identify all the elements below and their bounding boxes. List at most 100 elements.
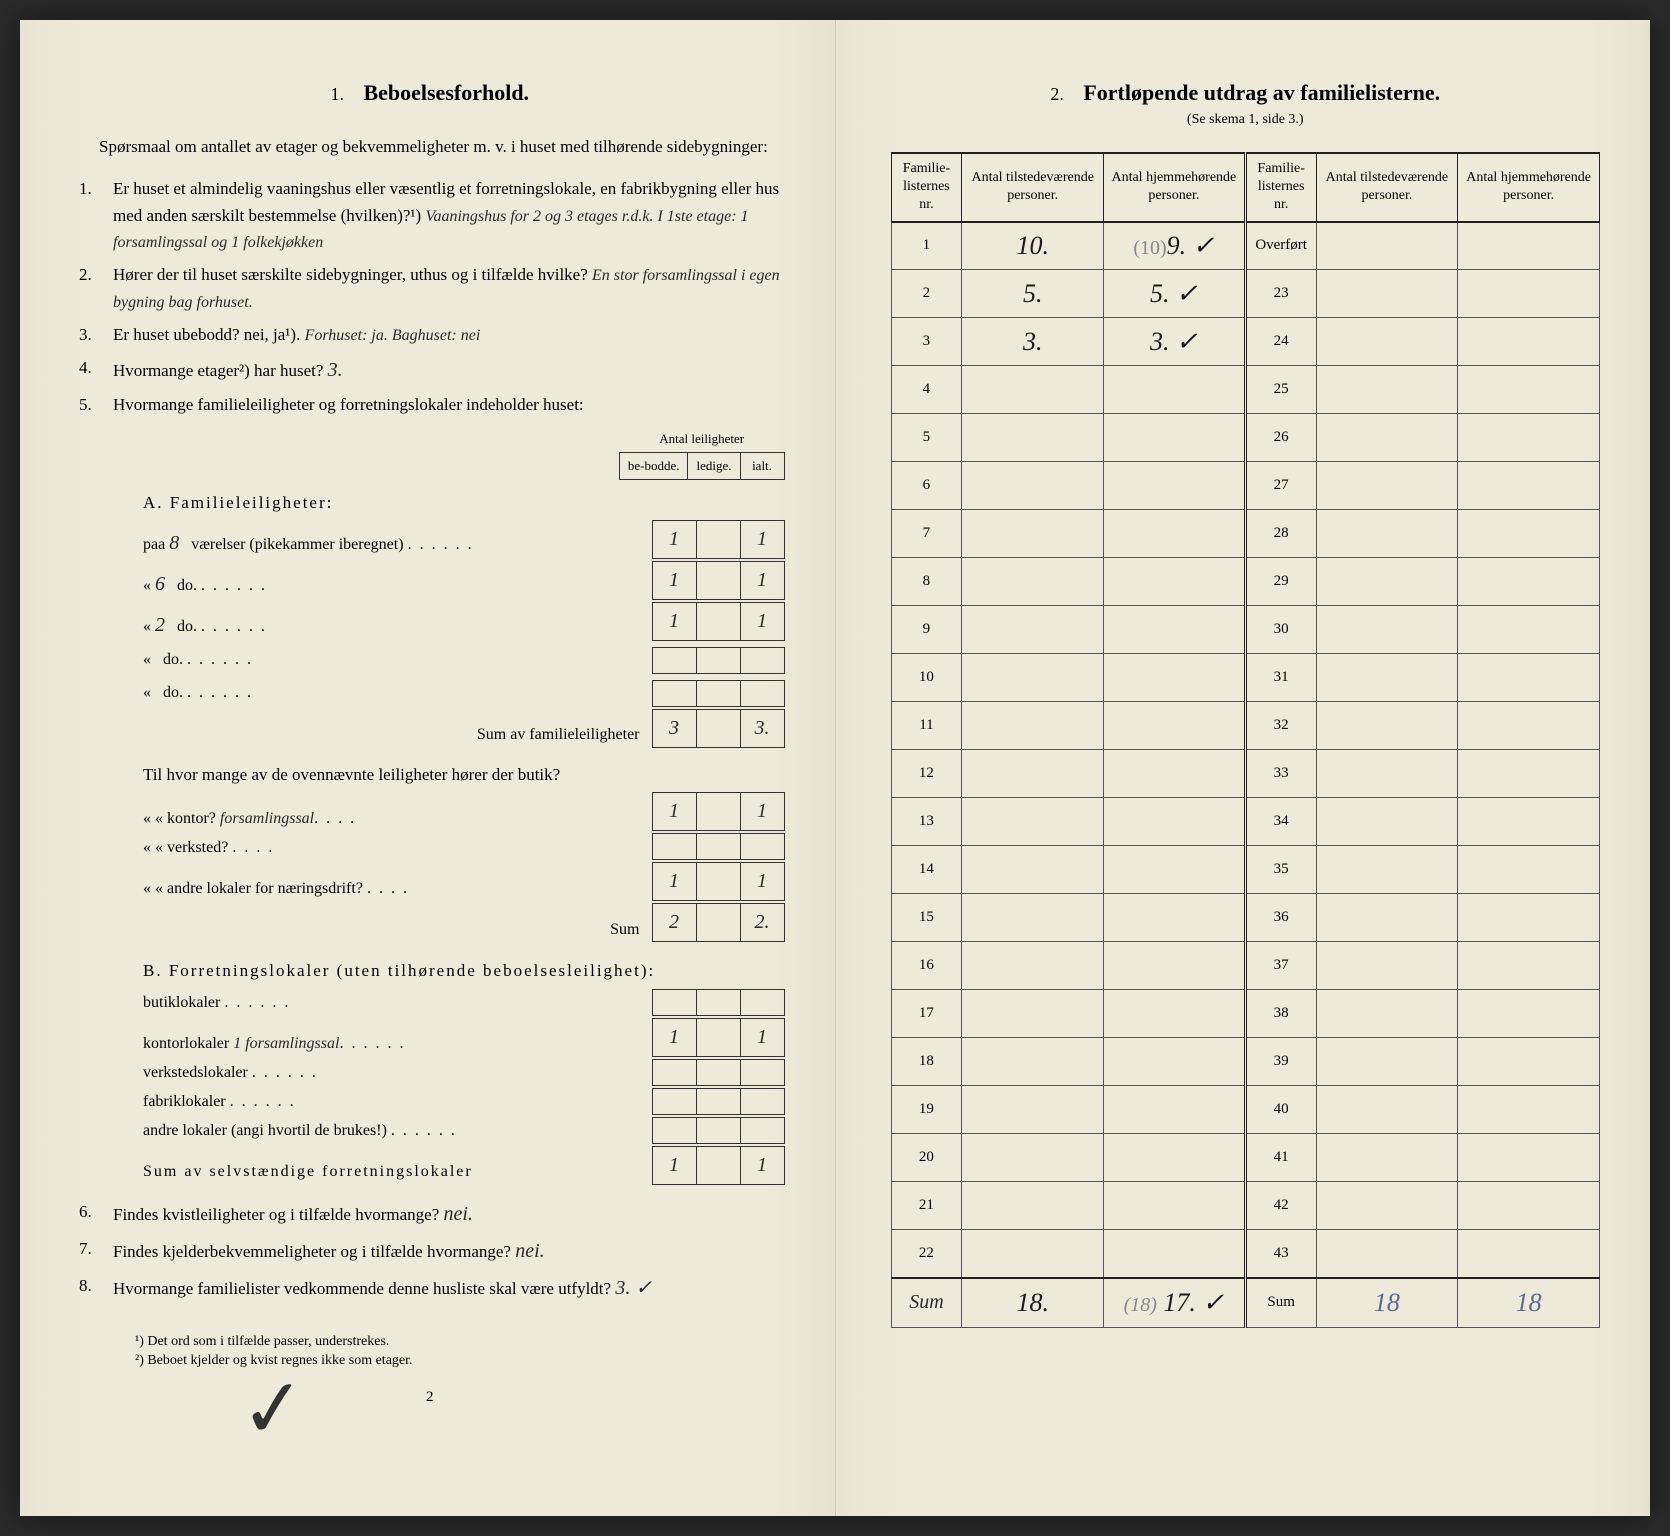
q2-num: 2. xyxy=(79,262,92,288)
left-title-text: Beboelsesforhold. xyxy=(363,80,529,105)
table-row: 1 10. (10)9. ✓ Overført xyxy=(891,222,1600,270)
q5-num: 5. xyxy=(79,392,92,418)
q8-num: 8. xyxy=(79,1273,92,1299)
sub-sum-2: 2. xyxy=(740,904,784,942)
section-a-title: A. Familieleiligheter: xyxy=(143,490,785,516)
q3: 3. Er huset ubebodd? nei, ja¹). Forhuset… xyxy=(113,322,785,349)
q5: 5. Hvormange familieleiligheter og forre… xyxy=(113,392,785,1185)
table-row: 14 35 xyxy=(891,846,1600,894)
table-row: 19 40 xyxy=(891,1086,1600,1134)
table-a-row: « 2 do. . . . . . . 11 xyxy=(143,602,785,641)
table-row: 5 26 xyxy=(891,414,1600,462)
table-a-subrow: « « andre lokaler for næringsdrift? . . … xyxy=(143,862,785,901)
q1-num: 1. xyxy=(79,176,92,202)
table-row: 7 28 xyxy=(891,510,1600,558)
q3-answer: Forhuset: ja. Baghuset: nei xyxy=(305,327,481,344)
sum-label-right: Sum xyxy=(1245,1278,1316,1328)
q3-text: Er huset ubebodd? nei, ja¹). xyxy=(113,325,300,344)
sum-a-label: Sum av familieleiligheter xyxy=(143,723,652,748)
table-row: 10 31 xyxy=(891,654,1600,702)
q4-answer: 3. xyxy=(328,359,343,381)
table-b-row: butiklokaler . . . . . . xyxy=(143,989,785,1016)
q7-answer: nei. xyxy=(515,1240,544,1262)
table-row: 18 39 xyxy=(891,1038,1600,1086)
table-row: 17 38 xyxy=(891,990,1600,1038)
th-nr-l: Familie-listernes nr. xyxy=(891,153,962,222)
question-list: 1. Er huset et almindelig vaaningshus el… xyxy=(75,176,785,1303)
checkmark-icon: ✓ xyxy=(236,1359,311,1458)
q3-num: 3. xyxy=(79,322,92,348)
q7: 7. Findes kjelderbekvemmeligheter og i t… xyxy=(113,1236,785,1267)
q6: 6. Findes kvistleiligheter og i tilfælde… xyxy=(113,1199,785,1230)
q8: 8. Hvormange familielister vedkommende d… xyxy=(113,1273,785,1304)
th-present-r: Antal tilstedeværende personer. xyxy=(1316,153,1458,222)
tbl-header: Antal leiligheter xyxy=(619,426,784,452)
table-a-row: « do. . . . . . . xyxy=(143,676,785,707)
sum-b-0: 1 xyxy=(652,1146,696,1184)
table-row: 21 42 xyxy=(891,1182,1600,1230)
table-row: 2 5. 5. ✓ 23 xyxy=(891,270,1600,318)
sum-resident-l: (18) 17. ✓ xyxy=(1104,1278,1246,1328)
sum-a-1 xyxy=(696,710,740,748)
sum-resident-r: 18 xyxy=(1458,1278,1600,1328)
table-a-row: paa 8 værelser (pikekammer iberegnet) . … xyxy=(143,520,785,559)
table-a-row: « do. . . . . . . xyxy=(143,643,785,674)
table-row: 22 43 xyxy=(891,1230,1600,1278)
sub-sum-1 xyxy=(696,904,740,942)
section-b-title: B. Forretningslokaler (uten tilhørende b… xyxy=(143,958,785,984)
section-a: A. Familieleiligheter: paa 8 værelser (p… xyxy=(143,490,785,943)
sub-intro: Til hvor mange av de ovennævnte leilighe… xyxy=(143,762,785,788)
left-page: 1. Beboelsesforhold. Spørsmaal om antall… xyxy=(20,20,836,1516)
sum-b-1 xyxy=(696,1146,740,1184)
table-b-row: andre lokaler (angi hvortil de brukes!) … xyxy=(143,1117,785,1144)
table-a-row: « 6 do. . . . . . . 11 xyxy=(143,561,785,600)
q5-text: Hvormange familieleiligheter og forretni… xyxy=(113,395,584,414)
q4-text: Hvormange etager²) har huset? xyxy=(113,361,323,380)
sum-b-2: 1 xyxy=(740,1146,784,1184)
sum-row: Sum 18. (18) 17. ✓ Sum 18 18 xyxy=(891,1278,1600,1328)
q7-text: Findes kjelderbekvemmeligheter og i tilf… xyxy=(113,1242,511,1261)
footnote-1: ¹) Det ord som i tilfælde passer, unders… xyxy=(135,1334,785,1350)
col-ialt: ialt. xyxy=(740,452,784,479)
table-row: 11 32 xyxy=(891,702,1600,750)
sum-present-l: 18. xyxy=(962,1278,1104,1328)
table-row: 16 37 xyxy=(891,942,1600,990)
right-title-text: Fortløpende utdrag av familielisterne. xyxy=(1083,80,1440,105)
q6-text: Findes kvistleiligheter og i tilfælde hv… xyxy=(113,1205,439,1224)
q2: 2. Hører der til huset særskilte sidebyg… xyxy=(113,262,785,316)
sum-label-left: Sum xyxy=(891,1278,962,1328)
sum-a-2: 3. xyxy=(740,710,784,748)
table-row: 3 3. 3. ✓ 24 xyxy=(891,318,1600,366)
table-row: 6 27 xyxy=(891,462,1600,510)
table-a-subrow: « « kontor? forsamlingssal. . . . 11 xyxy=(143,792,785,831)
table-row: 15 36 xyxy=(891,894,1600,942)
right-subtitle: (Se skema 1, side 3.) xyxy=(891,112,1601,128)
footnotes: ¹) Det ord som i tilfælde passer, unders… xyxy=(75,1334,785,1369)
q8-answer: 3. ✓ xyxy=(615,1277,652,1299)
col-ledige: ledige. xyxy=(688,452,740,479)
right-title-num: 2. xyxy=(1050,84,1064,104)
q6-num: 6. xyxy=(79,1199,92,1225)
right-page: 2. Fortløpende utdrag av familielisterne… xyxy=(836,20,1651,1516)
th-nr-r: Familie-listernes nr. xyxy=(1245,153,1316,222)
q2-text: Hører der til huset særskilte sidebygnin… xyxy=(113,265,588,284)
intro-text: Spørsmaal om antallet av etager og bekve… xyxy=(75,134,785,160)
leiligheter-table: Antal leiligheter be-bodde. ledige. ialt… xyxy=(619,426,785,480)
left-title-num: 1. xyxy=(330,84,344,104)
col-bebodde: be-bodde. xyxy=(619,452,688,479)
th-resident-r: Antal hjemmehørende personer. xyxy=(1458,153,1600,222)
q6-answer: nei. xyxy=(444,1203,473,1225)
page-spread: 1. Beboelsesforhold. Spørsmaal om antall… xyxy=(20,20,1650,1516)
family-list-table: Familie-listernes nr. Antal tilstedevære… xyxy=(891,152,1601,1328)
q1: 1. Er huset et almindelig vaaningshus el… xyxy=(113,176,785,256)
q8-text: Hvormange familielister vedkommende denn… xyxy=(113,1279,611,1298)
section-b: B. Forretningslokaler (uten tilhørende b… xyxy=(143,958,785,1184)
table-row: 4 25 xyxy=(891,366,1600,414)
q4-num: 4. xyxy=(79,355,92,381)
sub-sum-label: Sum xyxy=(143,918,652,943)
table-a-subrow: « « verksted? . . . . xyxy=(143,833,785,860)
sum-a-0: 3 xyxy=(652,710,696,748)
th-resident-l: Antal hjemmehørende personer. xyxy=(1104,153,1246,222)
th-present-l: Antal tilstedeværende personer. xyxy=(962,153,1104,222)
table-b-row: kontorlokaler 1 forsamlingssal. . . . . … xyxy=(143,1018,785,1057)
